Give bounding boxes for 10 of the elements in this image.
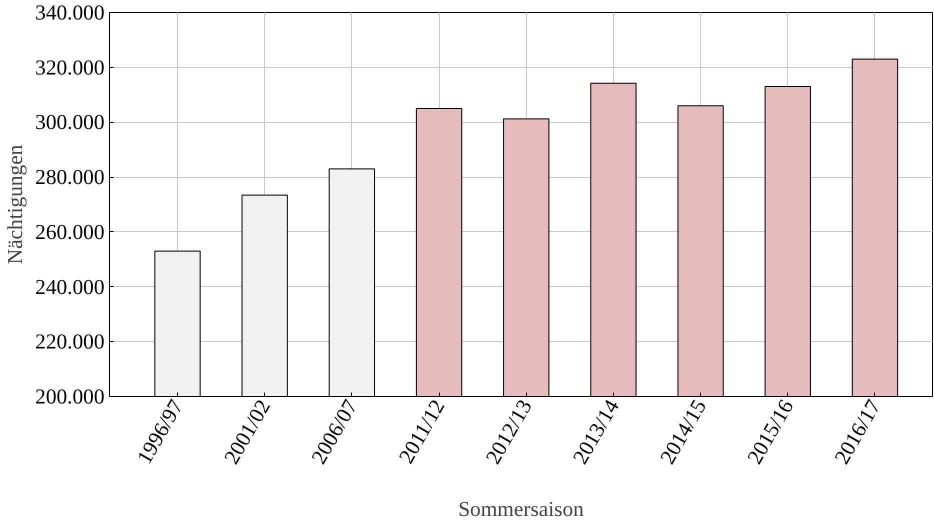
y-tick-label: 260.000 (35, 220, 105, 244)
y-tick-label: 200.000 (35, 384, 105, 408)
y-tick-label: 240.000 (35, 274, 105, 299)
y-axis-title: Nächtigungen (3, 144, 28, 264)
y-tick-label: 280.000 (35, 165, 105, 190)
y-tick-label: 300.000 (35, 110, 105, 134)
y-tick-label: 320.000 (35, 55, 105, 80)
y-tick-label: 220.000 (35, 330, 105, 354)
y-tick-label: 340.000 (35, 0, 105, 24)
x-axis-title: Sommersaison (458, 497, 584, 522)
